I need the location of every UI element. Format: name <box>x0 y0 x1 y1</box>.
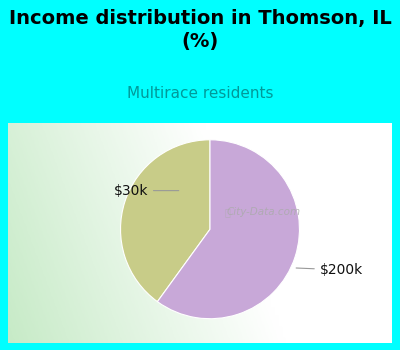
Text: $30k: $30k <box>114 184 179 198</box>
Wedge shape <box>158 140 300 319</box>
Wedge shape <box>120 140 210 302</box>
Text: $200k: $200k <box>296 263 363 277</box>
Text: Income distribution in Thomson, IL
(%): Income distribution in Thomson, IL (%) <box>9 9 391 51</box>
Text: Multirace residents: Multirace residents <box>127 86 273 101</box>
Text: ⓘ: ⓘ <box>224 207 230 217</box>
Text: City-Data.com: City-Data.com <box>227 207 301 217</box>
